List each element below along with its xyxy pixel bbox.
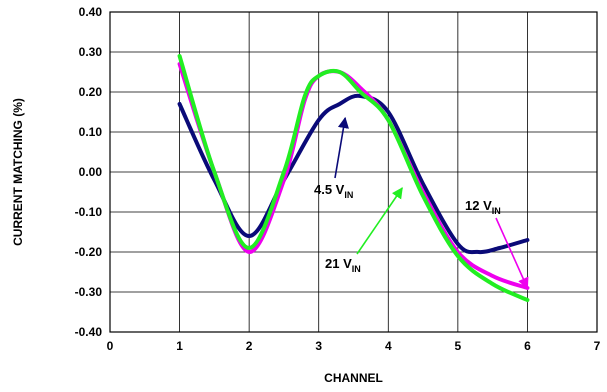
x-tick-label: 0	[107, 339, 114, 353]
annotation-arrow-2	[356, 187, 403, 255]
y-tick-labels: 0.40 0.30 0.20 0.10 0.00 -0.10 -0.20 -0.30 -0.40	[75, 5, 103, 339]
series-line-1	[177, 93, 530, 255]
x-tick-label: 5	[455, 339, 462, 353]
x-axis-title: CHANNEL	[324, 371, 383, 385]
x-tick-label: 4	[385, 339, 392, 353]
annotation-main: 12 V	[465, 198, 492, 213]
x-tick-labels: 0 1 2 3 4 5 6 7	[107, 339, 601, 353]
y-tick-label: 0.20	[79, 85, 103, 99]
y-axis-title: CURRENT MATCHING (%)	[11, 98, 25, 246]
y-tick-label: 0.30	[79, 45, 103, 59]
annotation-label-2: 21 VIN	[325, 256, 361, 274]
plot-frame	[109, 11, 598, 333]
y-tick-label: -0.10	[75, 205, 103, 219]
x-tick-label: 6	[524, 339, 531, 353]
grid	[109, 11, 598, 333]
x-tick-label: 7	[594, 339, 601, 353]
x-tick-label: 2	[246, 339, 253, 353]
annotation-subscript: IN	[344, 190, 353, 200]
annotation-arrow-3	[495, 217, 529, 290]
series-layer	[177, 54, 530, 302]
annotation-main: 4.5 V	[314, 182, 345, 197]
y-tick-label: -0.30	[75, 285, 103, 299]
y-tick-label: -0.40	[75, 325, 103, 339]
annotation-subscript: IN	[352, 264, 361, 274]
y-tick-label: 0.10	[79, 125, 103, 139]
series-line-3	[177, 54, 530, 302]
annotation-label-3: 12 VIN	[465, 198, 501, 216]
y-tick-label: -0.20	[75, 245, 103, 259]
annotation-label-1: 4.5 VIN	[314, 182, 353, 200]
y-tick-label: 0.00	[79, 165, 103, 179]
annotation-main: 21 V	[325, 256, 352, 271]
x-tick-label: 3	[315, 339, 322, 353]
annotation-arrow-1	[334, 116, 349, 179]
x-tick-label: 1	[176, 339, 183, 353]
plot-border	[109, 11, 598, 333]
annotation-subscript: IN	[492, 206, 501, 216]
y-tick-label: 0.40	[79, 5, 103, 19]
